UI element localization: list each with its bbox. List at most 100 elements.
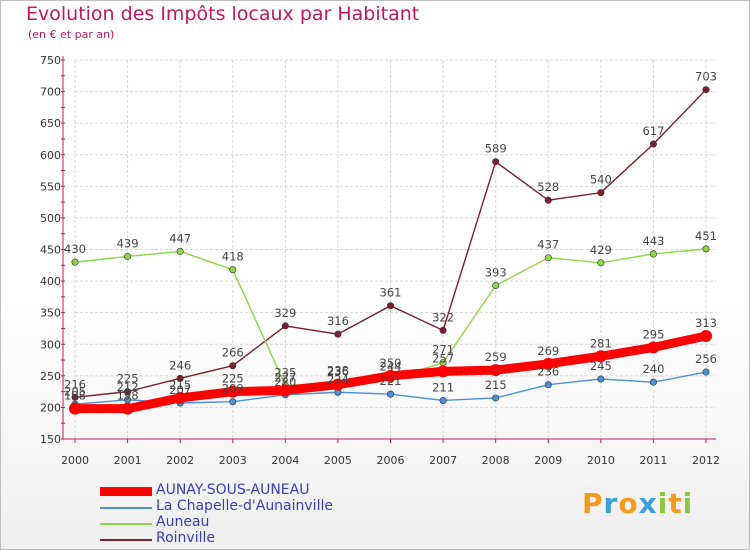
data-label: 430 (64, 242, 86, 256)
legend-label: La Chapelle-d'Aunainville (156, 498, 333, 514)
y-tick-label: 350 (40, 307, 61, 320)
data-point (649, 250, 657, 258)
data-point (226, 385, 239, 398)
data-point (124, 388, 132, 396)
logo-letter: P (582, 487, 604, 520)
data-label: 447 (169, 231, 191, 245)
x-tick-label: 2009 (534, 454, 562, 467)
data-label: 198 (64, 389, 86, 403)
data-label: 215 (485, 378, 507, 392)
data-label: 235 (274, 365, 296, 379)
data-label: 266 (222, 346, 244, 360)
data-label: 329 (274, 306, 296, 320)
data-label: 207 (169, 383, 191, 397)
legend-label: Auneau (156, 514, 210, 530)
data-label: 528 (537, 180, 559, 194)
data-point (702, 245, 710, 253)
y-tick-label: 700 (40, 86, 61, 99)
x-tick-label: 2007 (429, 454, 457, 467)
data-point (492, 282, 500, 290)
data-label: 437 (537, 238, 559, 252)
y-tick-label: 400 (40, 275, 61, 288)
data-point (544, 254, 552, 262)
data-point (229, 398, 237, 406)
data-label: 439 (117, 236, 139, 250)
data-label: 215 (169, 378, 191, 392)
legend-label: Roinville (156, 530, 215, 546)
x-tick-label: 2008 (482, 454, 510, 467)
data-label: 322 (432, 310, 454, 324)
data-point (649, 140, 657, 148)
data-label: 227 (274, 370, 296, 384)
data-point (647, 341, 660, 354)
data-label: 225 (222, 372, 244, 386)
data-point (386, 390, 394, 398)
y-tick-label: 650 (40, 117, 61, 130)
data-point (229, 362, 237, 370)
x-tick-label: 2000 (61, 454, 89, 467)
data-point (597, 189, 605, 197)
logo-letter: x (638, 487, 658, 520)
data-label: 221 (380, 374, 402, 388)
data-point (174, 391, 187, 404)
data-point (331, 378, 344, 391)
y-tick-label: 550 (40, 180, 61, 193)
data-label: 211 (432, 380, 454, 394)
data-label: 257 (432, 351, 454, 365)
data-point (437, 365, 450, 378)
data-point (597, 259, 605, 267)
data-label: 256 (695, 352, 717, 366)
chart-subtitle: (en € et par an) (28, 28, 115, 41)
data-point (439, 396, 447, 404)
x-tick-label: 2005 (324, 454, 352, 467)
data-label: 205 (64, 384, 86, 398)
x-tick-label: 2010 (587, 454, 615, 467)
data-point (489, 364, 502, 377)
logo-letter: r (603, 487, 619, 520)
data-label: 589 (485, 142, 507, 156)
data-point (544, 381, 552, 389)
data-label: 245 (590, 359, 612, 373)
legend-label: AUNAY-SOUS-AUNEAU (156, 482, 310, 498)
logo-letter: t (668, 487, 683, 520)
data-label: 236 (537, 365, 559, 379)
logo-letter: i (657, 487, 669, 520)
x-tick-label: 2004 (271, 454, 299, 467)
data-label: 295 (642, 327, 664, 341)
data-label: 246 (169, 358, 191, 372)
legend-swatch (100, 539, 152, 541)
data-label: 250 (380, 356, 402, 370)
data-label: 393 (485, 266, 507, 280)
y-tick-label: 200 (40, 401, 61, 414)
data-label: 198 (117, 389, 139, 403)
data-point (649, 378, 657, 386)
data-point (386, 302, 394, 310)
data-point (176, 247, 184, 255)
data-label: 225 (117, 372, 139, 386)
data-label: 271 (432, 343, 454, 357)
y-tick-label: 600 (40, 149, 61, 162)
data-point (544, 196, 552, 204)
data-point (542, 357, 555, 370)
data-label: 209 (222, 382, 244, 396)
data-point (124, 252, 132, 260)
data-label: 269 (537, 344, 559, 358)
chart-title: Evolution des Impôts locaux par Habitant (26, 3, 420, 25)
data-point (71, 393, 79, 401)
y-tick-label: 300 (40, 338, 61, 351)
x-tick-label: 2001 (114, 454, 142, 467)
data-label: 703 (695, 70, 717, 84)
data-label: 418 (222, 250, 244, 264)
logo-letter: i (682, 487, 694, 520)
x-tick-label: 2006 (377, 454, 405, 467)
x-tick-label: 2011 (639, 454, 667, 467)
legend-swatch (100, 507, 152, 509)
data-point (281, 322, 289, 330)
data-label: 540 (590, 173, 612, 187)
data-label: 238 (327, 363, 349, 377)
y-tick-label: 450 (40, 244, 61, 257)
data-point (492, 394, 500, 402)
y-tick-label: 500 (40, 212, 61, 225)
data-label: 220 (274, 375, 296, 389)
data-label: 281 (590, 336, 612, 350)
